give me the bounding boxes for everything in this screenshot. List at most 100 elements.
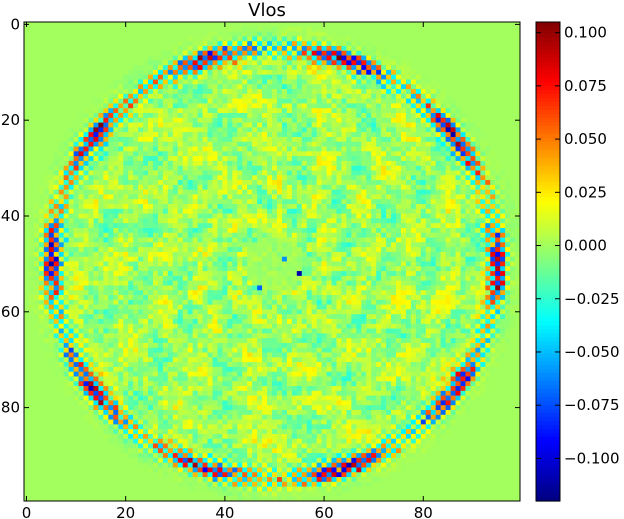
heatmap-cell — [351, 151, 357, 157]
heatmap-cell — [291, 84, 298, 90]
heatmap-cell — [43, 113, 50, 119]
heatmap-cell — [505, 65, 511, 71]
heatmap-cell — [167, 65, 174, 71]
heatmap-cell — [510, 65, 516, 71]
heatmap-cell — [202, 93, 208, 100]
heatmap-cell — [272, 84, 278, 90]
heatmap-cell — [197, 22, 203, 28]
heatmap-cell — [286, 170, 293, 176]
heatmap-cell — [28, 156, 35, 162]
heatmap-cell — [480, 184, 486, 191]
heatmap-cell — [505, 84, 511, 90]
heatmap-cell — [435, 156, 442, 162]
heatmap-cell — [306, 74, 313, 80]
heatmap-cell — [222, 256, 228, 262]
heatmap-cell — [351, 165, 357, 171]
heatmap-cell — [58, 113, 65, 119]
heatmap-cell — [138, 146, 144, 152]
heatmap-cell — [177, 31, 184, 37]
heatmap-cell — [455, 170, 461, 176]
heatmap-cell — [455, 84, 461, 90]
heatmap-cell — [296, 36, 303, 42]
heatmap-cell — [98, 141, 104, 147]
heatmap-cell — [252, 84, 258, 90]
heatmap-cell — [326, 247, 332, 253]
heatmap-cell — [286, 74, 293, 80]
heatmap-cell — [202, 180, 208, 186]
heatmap-cell — [410, 208, 417, 214]
heatmap-cell — [143, 31, 149, 37]
heatmap-cell — [177, 160, 184, 167]
heatmap-cell — [133, 103, 139, 109]
heatmap-cell — [207, 204, 213, 210]
heatmap-cell — [242, 156, 248, 162]
heatmap-cell — [73, 141, 79, 147]
heatmap-cell — [465, 127, 471, 133]
heatmap-cell — [187, 184, 194, 191]
heatmap-cell — [346, 122, 352, 128]
heatmap-cell — [336, 247, 342, 253]
heatmap-cell — [232, 122, 238, 128]
heatmap-cell — [485, 93, 491, 100]
heatmap-cell — [262, 108, 268, 114]
heatmap-cell — [351, 79, 357, 85]
heatmap-cell — [445, 242, 451, 248]
heatmap-cell — [376, 146, 382, 152]
heatmap-cell — [162, 165, 169, 171]
heatmap-cell — [138, 175, 144, 181]
heatmap-cell — [420, 208, 427, 214]
heatmap-cell — [123, 36, 129, 42]
heatmap-cell — [331, 89, 337, 95]
heatmap-cell — [242, 113, 248, 119]
heatmap-cell — [138, 199, 144, 205]
heatmap-cell — [371, 122, 377, 128]
heatmap-cell — [341, 98, 347, 104]
heatmap-cell — [272, 256, 278, 262]
heatmap-cell — [78, 256, 84, 262]
heatmap-cell — [276, 199, 283, 205]
heatmap-cell — [53, 170, 60, 176]
heatmap-cell — [212, 84, 218, 90]
heatmap-cell — [58, 79, 65, 85]
heatmap-cell — [425, 50, 432, 56]
heatmap-cell — [435, 213, 442, 219]
heatmap-cell — [485, 251, 491, 258]
heatmap-cell — [152, 160, 159, 167]
heatmap-cell — [371, 60, 377, 66]
heatmap-cell — [113, 26, 119, 32]
heatmap-cell — [48, 93, 55, 100]
heatmap-cell — [197, 26, 203, 32]
heatmap-cell — [346, 60, 352, 66]
heatmap-cell — [187, 213, 194, 219]
heatmap-cell — [227, 22, 233, 28]
heatmap-cell — [405, 170, 412, 176]
heatmap-cell — [48, 60, 55, 66]
heatmap-cell — [262, 156, 268, 162]
heatmap-cell — [212, 69, 218, 76]
heatmap-cell — [48, 36, 55, 42]
heatmap-cell — [257, 22, 263, 28]
heatmap-cell — [480, 247, 486, 253]
heatmap-cell — [455, 45, 461, 52]
heatmap-cell — [202, 50, 208, 56]
heatmap-cell — [242, 93, 248, 100]
heatmap-cell — [361, 65, 367, 71]
heatmap-cell — [276, 189, 283, 195]
heatmap-cell — [291, 50, 298, 56]
heatmap-cell — [405, 65, 412, 71]
heatmap-cell — [262, 31, 268, 37]
heatmap-cell — [440, 55, 446, 61]
heatmap-cell — [167, 113, 174, 119]
heatmap-cell — [391, 22, 397, 28]
heatmap-cell — [78, 194, 84, 200]
heatmap-cell — [257, 165, 263, 171]
heatmap-cell — [480, 227, 486, 234]
heatmap-cell — [281, 127, 288, 133]
heatmap-cell — [400, 60, 407, 66]
heatmap-cell — [361, 26, 367, 32]
heatmap-cell — [400, 50, 407, 56]
heatmap-cell — [480, 141, 486, 147]
heatmap-cell — [495, 26, 501, 32]
heatmap-cell — [376, 117, 382, 123]
heatmap-cell — [152, 50, 159, 56]
